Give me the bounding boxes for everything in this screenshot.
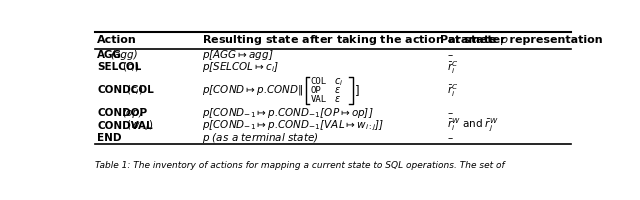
Text: SELCOL: SELCOL [97, 62, 141, 72]
Text: ]: ] [355, 84, 360, 97]
Text: CONDVAL: CONDVAL [97, 121, 153, 131]
Text: $p$[AGG$\mapsto$agg]: $p$[AGG$\mapsto$agg] [202, 48, 273, 62]
Text: $\epsilon$: $\epsilon$ [335, 94, 341, 104]
Text: $p$[COND$_{-1}$$\mapsto$$p$.COND$_{-1}$[OP$\mapsto$op]]: $p$[COND$_{-1}$$\mapsto$$p$.COND$_{-1}$[… [202, 106, 373, 120]
Text: –: – [447, 50, 452, 60]
Text: END: END [97, 133, 122, 143]
Text: (op): (op) [122, 108, 143, 118]
Text: $\bar{r}_i^W$ and $\bar{r}_j^W$: $\bar{r}_i^W$ and $\bar{r}_j^W$ [447, 117, 499, 134]
Text: $p$[COND$_{-1}$$\mapsto$$p$.COND$_{-1}$[VAL$\mapsto$$w_{i:j}$]]: $p$[COND$_{-1}$$\mapsto$$p$.COND$_{-1}$[… [202, 119, 384, 133]
Text: CONDCOL: CONDCOL [97, 85, 154, 95]
Text: CONDOP: CONDOP [97, 108, 147, 118]
Text: $\bar{r}_i^C$: $\bar{r}_i^C$ [447, 82, 458, 99]
Text: $\epsilon$: $\epsilon$ [335, 85, 341, 95]
Text: $c_i$: $c_i$ [335, 76, 344, 88]
Text: VAL: VAL [310, 95, 327, 104]
Text: AGG: AGG [97, 50, 122, 60]
Text: $p$[COND$\mapsto$$p$.COND$\|$: $p$[COND$\mapsto$$p$.COND$\|$ [202, 83, 303, 97]
Text: Resulting state after taking the action at state $p$: Resulting state after taking the action … [202, 33, 508, 47]
Text: COL: COL [310, 77, 327, 86]
Text: (agg): (agg) [111, 50, 138, 60]
Text: $(c_i)$: $(c_i)$ [126, 84, 143, 97]
Text: $p$[SELCOL$\mapsto$$c_i$]: $p$[SELCOL$\mapsto$$c_i$] [202, 60, 278, 74]
Text: $\bar{r}_i^C$: $\bar{r}_i^C$ [447, 59, 458, 76]
Text: –: – [447, 133, 452, 143]
Text: OP: OP [310, 86, 321, 95]
Text: –: – [447, 108, 452, 118]
Text: Table 1: The inventory of actions for mapping a current state to SQL operations.: Table 1: The inventory of actions for ma… [95, 161, 504, 170]
Text: Parameter representation: Parameter representation [440, 35, 602, 45]
Text: Action: Action [97, 35, 137, 45]
Text: $(w_{i:j})$: $(w_{i:j})$ [126, 119, 153, 133]
Text: $(c_i)$: $(c_i)$ [122, 61, 140, 74]
Text: $p$ (as a terminal state): $p$ (as a terminal state) [202, 131, 318, 145]
